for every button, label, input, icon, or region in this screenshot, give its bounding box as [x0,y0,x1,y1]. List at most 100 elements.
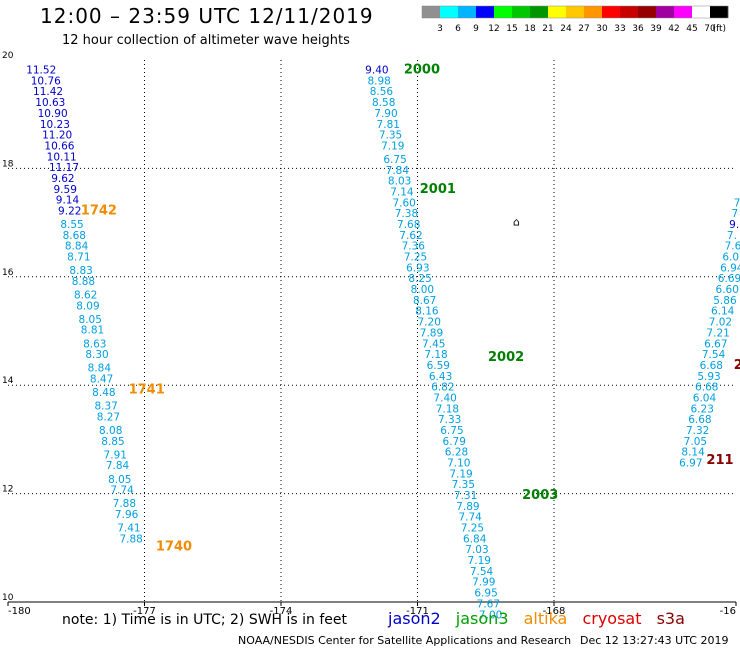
swh-data-label: 7.74 [458,512,482,524]
swh-data-label: 7.84 [106,460,130,472]
swh-data-label: 8.55 [60,219,83,231]
sat-jason2: jason2 [388,609,441,628]
colorbar-swatch [530,6,549,18]
swh-data-label: 8.37 [94,401,117,413]
swh-data-label: 7.02 [709,317,732,329]
swh-data-label: 7.03 [465,544,488,556]
swh-data-label: 9. [729,219,739,231]
colorbar-tick-label: 21 [542,24,553,34]
swh-data-label: 7.45 [422,338,445,350]
swh-data-label: 8.83 [69,265,92,277]
credit-line: NOAA/NESDIS Center for Satellite Applica… [238,634,572,647]
swh-data-label: 7.25 [461,523,484,535]
swh-data-label: 11.17 [49,162,79,174]
swh-data-label: 7.40 [433,392,456,404]
colorbar-tick-label: 42 [668,24,679,34]
swh-data-label: 7.67 [477,598,500,610]
swh-data-label: 6.93 [406,262,429,274]
swh-data-label: 9.62 [51,173,74,185]
swh-data-label: 7.33 [438,414,461,426]
colorbar-tick-label: 30 [596,24,608,34]
y-tick-label: 16 [2,268,14,278]
colorbar-swatch [512,6,531,18]
swh-data-label: 6.82 [431,382,454,394]
pass-time-label: 1742 [81,203,117,218]
colorbar-tick-label: 12 [488,24,499,34]
swh-data-label: 7.05 [684,436,707,448]
swh-data-label: 9.59 [54,184,77,196]
colorbar-tick-label: 36 [632,24,644,34]
x-tick-label: -16 [720,606,736,617]
colorbar-swatch [566,6,585,18]
chart-grid [8,60,736,602]
swh-data-label: 9.14 [56,195,80,207]
swh-data-label: 7.54 [470,566,494,578]
colorbar-swatch [422,6,441,18]
swh-data-label: 8.71 [67,252,90,264]
swh-data-label: 6.60 [716,284,739,296]
pass-time-label: 2000 [404,63,440,78]
swh-data-label: 8.48 [92,387,115,399]
chart-axes: -180 -177 -174 -171 -168 -16 10 12 14 16 18 20 [2,51,737,617]
colorbar-tick-label: 27 [578,24,589,34]
swh-data-label: 7.90 [374,108,397,120]
colorbar-swatch [602,6,621,18]
swh-data-label: 7.32 [686,425,709,437]
satellite-legend: jason2 jason3 altika cryosat s3a [388,609,695,628]
swh-data-label: 6.59 [427,360,450,372]
swh-data-label: 7.84 [386,165,410,177]
swh-data-label: 7.18 [436,403,459,415]
colorbar-swatch [476,6,495,18]
swh-data-label: 7.54 [702,349,726,361]
swh-data-label: 11.20 [42,130,72,142]
colorbar-frame [421,5,729,19]
y-tick-label: 20 [2,51,14,61]
pass-time-label: 2 [734,358,740,373]
location-marker-icon: ⌂ [513,215,520,228]
swh-data-label: 6.68 [688,414,711,426]
swh-data-label: 7.00 [479,609,502,621]
colorbar-swatch [710,6,729,18]
swh-data-label: 8.03 [388,176,411,188]
swh-data-label: 5.93 [697,371,720,383]
swh-data-label: 6.94 [720,262,740,274]
swh-data-label: 7.6 [725,241,740,253]
swh-data-label: 10.11 [47,151,77,163]
swh-data-label: 6.97 [679,458,702,470]
colorbar-swatch [548,6,567,18]
swh-data-label: 7.35 [379,130,402,142]
swh-data-label: 7 [734,197,740,209]
swh-data-label: 6.68 [695,382,718,394]
swh-data-label: 11.52 [26,65,56,77]
swh-data-label: 8.85 [101,436,124,448]
swh-data-label: 8.47 [90,373,113,385]
swh-data-label: 7.88 [113,498,136,510]
colorbar-swatch [656,6,675,18]
swh-data-label: 7.99 [472,577,495,589]
colorbar-swatch [692,6,711,18]
sat-jason3: jason3 [455,609,509,628]
colorbar-tick-label: 39 [650,24,662,34]
swh-data-label: 7.19 [468,555,491,567]
swh-data-label: 7.89 [456,501,479,513]
x-tick-label: -180 [8,606,31,617]
swh-data-label: 10.76 [31,75,61,87]
swh-data-label: 8.30 [85,349,108,361]
swh-data-label: 6.68 [700,360,723,372]
swh-data-label: 7.10 [447,458,470,470]
colorbar-swatch [620,6,639,18]
swh-data-label: 8.56 [370,86,394,98]
swh-data-label: 8.88 [72,276,95,288]
swh-data-label: 7.62 [399,230,422,242]
y-tick-label: 10 [2,593,14,603]
colorbar-tick-label: 33 [614,24,625,34]
x-tick-label: -177 [133,606,156,617]
sat-altika: altika [523,609,568,628]
swh-data-label: 8.09 [76,300,99,312]
swh-data-label: 11.42 [33,86,63,98]
colorbar-swatch [674,6,693,18]
swh-data-label: 6.14 [711,306,735,318]
swh-data-label: 8.00 [411,284,434,296]
swh-data-label: 8.08 [99,425,122,437]
x-tick-label: -168 [543,606,566,617]
